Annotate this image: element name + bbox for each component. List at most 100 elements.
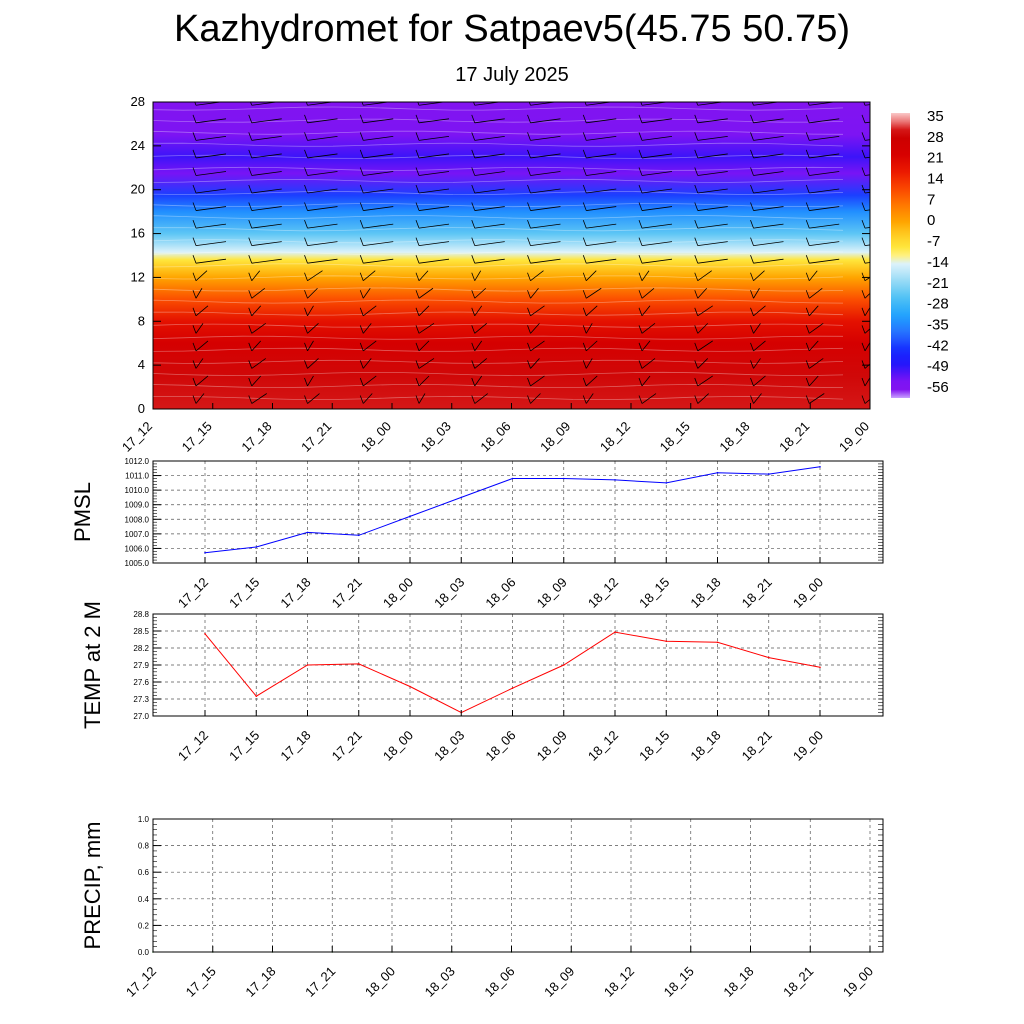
plot-frame [152, 460, 884, 564]
precip-panel: 0.0 0.2 0.4 0.6 0.8 1.0 17_12 17_15 17_18 17_21 18… [80, 815, 884, 1000]
y-tick-label: 1005.0 [125, 559, 150, 568]
data-point [409, 515, 411, 518]
x-tick-label: 18_21 [739, 575, 775, 611]
data-point [306, 664, 309, 666]
data-point [768, 473, 770, 475]
colorbar-label: 0 [927, 212, 935, 229]
chart-subtitle: 17 July 2025 [455, 64, 569, 86]
plot-area [153, 819, 883, 952]
y-tick-label: 1009.0 [125, 501, 150, 510]
x-tick-label: 18_06 [481, 964, 517, 1000]
x-tick-label: 18_09 [534, 575, 570, 611]
data-point [511, 687, 514, 689]
plot-area [153, 461, 883, 563]
y-axis-label: PMSL [70, 482, 95, 542]
heatmap-x-tick-label: 18_21 [776, 419, 812, 455]
y-tick-label: 27.3 [133, 695, 149, 704]
x-tick-label: 18_18 [720, 964, 756, 1000]
x-tick-label: 18_15 [661, 964, 697, 1000]
colorbar-label: -28 [927, 296, 949, 313]
colorbar-label: -49 [927, 358, 949, 375]
x-tick-label: 17_12 [175, 575, 211, 611]
plot-frame [152, 818, 884, 953]
data-point [665, 640, 668, 642]
heatmap-x-tick-label: 19_00 [836, 419, 872, 455]
x-tick-label: 17_18 [277, 575, 313, 611]
x-tick-label: 18_03 [431, 728, 467, 764]
x-tick-label: 18_12 [585, 728, 621, 764]
heatmap-x-tick-label: 17_21 [298, 419, 334, 455]
colorbar-label: -7 [927, 233, 940, 250]
colorbar-label: 7 [927, 191, 935, 208]
data-point [255, 695, 258, 697]
data-point [358, 534, 360, 537]
colorbar-label: -21 [927, 275, 949, 292]
colorbar-label: 35 [927, 108, 944, 125]
x-tick-label: 17_18 [242, 964, 278, 1000]
y-tick-label: 27.0 [133, 712, 149, 721]
y-tick-label: 1006.0 [125, 544, 150, 553]
data-point [716, 471, 719, 474]
x-tick-label: 18_06 [482, 728, 518, 764]
heatmap-y-tick-label: 20 [131, 182, 145, 197]
y-tick-label: 0.4 [138, 895, 150, 904]
heatmap-y-tick-label: 12 [131, 269, 145, 284]
x-tick-label: 17_15 [226, 575, 262, 611]
y-tick-label: 1012.0 [125, 457, 150, 466]
x-tick-label: 18_00 [380, 575, 416, 611]
heatmap-y-tick-label: 16 [131, 226, 145, 241]
y-tick-label: 0.2 [138, 921, 150, 930]
data-point [665, 482, 668, 484]
x-tick-label: 18_12 [585, 575, 621, 611]
data-point [819, 666, 821, 669]
data-point [409, 685, 411, 688]
x-tick-label: 17_21 [329, 575, 365, 611]
x-tick-label: 18_21 [780, 964, 816, 1000]
colorbar-label: -42 [927, 337, 949, 354]
data-point [563, 664, 565, 666]
heatmap-y-tick-label: 28 [131, 94, 145, 109]
y-axis-label: TEMP at 2 M [80, 601, 105, 729]
heatmap-x-tick-label: 17_18 [238, 419, 274, 455]
x-tick-label: 18_18 [687, 728, 723, 764]
heatmap-x-tick-label: 18_06 [477, 419, 513, 455]
heatmap-y-tick-label: 0 [138, 401, 145, 416]
x-tick-label: 19_00 [840, 964, 876, 1000]
x-tick-label: 17_12 [123, 964, 159, 1000]
heatmap-x-tick-label: 17_12 [119, 419, 155, 455]
data-point [306, 531, 309, 534]
x-tick-label: 18_12 [601, 964, 637, 1000]
x-tick-label: 18_00 [362, 964, 398, 1000]
y-tick-label: 1010.0 [125, 486, 150, 495]
data-point [768, 656, 770, 659]
data-point [358, 663, 360, 665]
y-tick-label: 0.8 [138, 842, 150, 851]
data-point [511, 477, 514, 480]
data-point [819, 466, 821, 468]
y-tick-label: 28.2 [133, 644, 149, 653]
data-point [460, 496, 463, 499]
y-tick-label: 27.6 [133, 678, 149, 687]
heatmap-x-tick-label: 18_00 [358, 419, 394, 455]
heatmap-x-tick-label: 18_15 [657, 419, 693, 455]
heatmap-x-tick-label: 18_18 [716, 419, 752, 455]
colorbar-label: -35 [927, 316, 949, 333]
x-tick-label: 17_15 [183, 964, 219, 1000]
colorbar: 35 28 21 14 7 0 -7 -14 -21 -28 -35 -42 -49 -56 [891, 108, 949, 398]
x-tick-label: 18_09 [534, 728, 570, 764]
y-tick-label: 0.6 [138, 868, 150, 877]
wind-barbs [192, 102, 870, 404]
y-tick-label: 1011.0 [125, 472, 149, 481]
x-tick-label: 18_03 [422, 964, 458, 1000]
pmsl-panel: 1005.0 1006.0 1007.0 1008.0 1009.0 1010.0 1011… [70, 457, 884, 611]
data-point [614, 631, 616, 633]
x-tick-label: 17_18 [277, 728, 313, 764]
x-tick-label: 17_21 [329, 728, 365, 764]
y-tick-label: 0.0 [138, 948, 150, 957]
y-tick-label: 1.0 [138, 815, 150, 824]
x-tick-label: 18_21 [739, 728, 775, 764]
data-point [204, 552, 206, 554]
y-axis-label: PRECIP, mm [80, 822, 105, 950]
x-tick-label: 19_00 [790, 575, 826, 611]
